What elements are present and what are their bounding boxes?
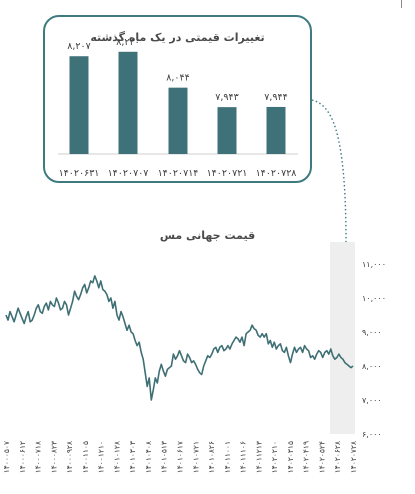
connector-dotted-line — [311, 99, 347, 243]
bar-chart-title: تغییرات قیمتی در یک ماه گذشته — [90, 31, 265, 44]
y-tick-label: ۷,۰۰۰ — [362, 396, 382, 405]
x-tick-label: ۱۴۰۱۰۸۲۶ — [207, 441, 216, 473]
x-tick-label: ۱۴۰۱۰۵۱۳ — [160, 441, 169, 473]
x-tick-label: ۱۴۰۰۰۷۱۸ — [34, 441, 43, 473]
x-tick-label: ۱۴۰۲۰۴۱۹ — [302, 441, 311, 473]
last-month-highlight — [330, 242, 355, 434]
x-tick-label: ۱۴۰۱۱۲۱۳ — [254, 441, 263, 473]
x-tick-label: ۱۴۰۲۰۲۱۰ — [270, 441, 279, 473]
copper-price-line — [5, 275, 354, 401]
x-tick-label: ۱۴۰۰۰۵۰۷ — [2, 441, 11, 473]
x-tick-label: ۱۴۰۲۰۵۲۴ — [317, 441, 326, 473]
x-tick-label: ۱۴۰۲۰۶۲۸ — [333, 441, 342, 473]
x-tick-label: ۱۴۰۰۰۶۱۲ — [18, 441, 27, 473]
x-tick-label: ۱۴۰۰۱۲۱۰ — [97, 441, 106, 473]
x-tick-label: ۱۴۰۱۰۶۱۷ — [176, 441, 185, 473]
x-tick-label: ۱۴۰۰۰۹۲۸ — [65, 441, 74, 473]
x-tick-label: ۱۴۰۱۰۱۲۸ — [112, 441, 121, 473]
x-tick-label: ۱۴۰۱۰۴۰۸ — [144, 441, 153, 473]
line-chart-title: قیمت جهانی مس — [159, 229, 256, 242]
y-tick-label: ۹,۰۰۰ — [362, 328, 382, 337]
edge-tick-mark — [401, 0, 402, 8]
y-tick-label: ۱۱,۰۰۰ — [362, 260, 386, 269]
x-tick-label: ۱۴۰۰۱۱۰۵ — [81, 441, 90, 473]
y-tick-label: ۱۰,۰۰۰ — [362, 294, 386, 303]
x-tick-label: ۱۴۰۱۱۱۰۶ — [239, 441, 248, 473]
x-tick-label: ۱۴۰۲۰۷۲۸ — [349, 441, 358, 473]
y-tick-label: ۶,۰۰۰ — [362, 430, 382, 439]
x-tick-label: ۱۴۰۱۰۳۰۳ — [128, 441, 137, 473]
x-tick-label: ۱۴۰۱۰۷۲۱ — [191, 441, 200, 473]
x-tick-label: ۱۴۰۲۰۳۱۵ — [286, 441, 295, 473]
x-tick-label: ۱۴۰۱۱۰۰۱ — [223, 441, 232, 473]
x-tick-label: ۱۴۰۰۰۸۲۳ — [49, 441, 58, 473]
y-tick-label: ۸,۰۰۰ — [362, 362, 382, 371]
